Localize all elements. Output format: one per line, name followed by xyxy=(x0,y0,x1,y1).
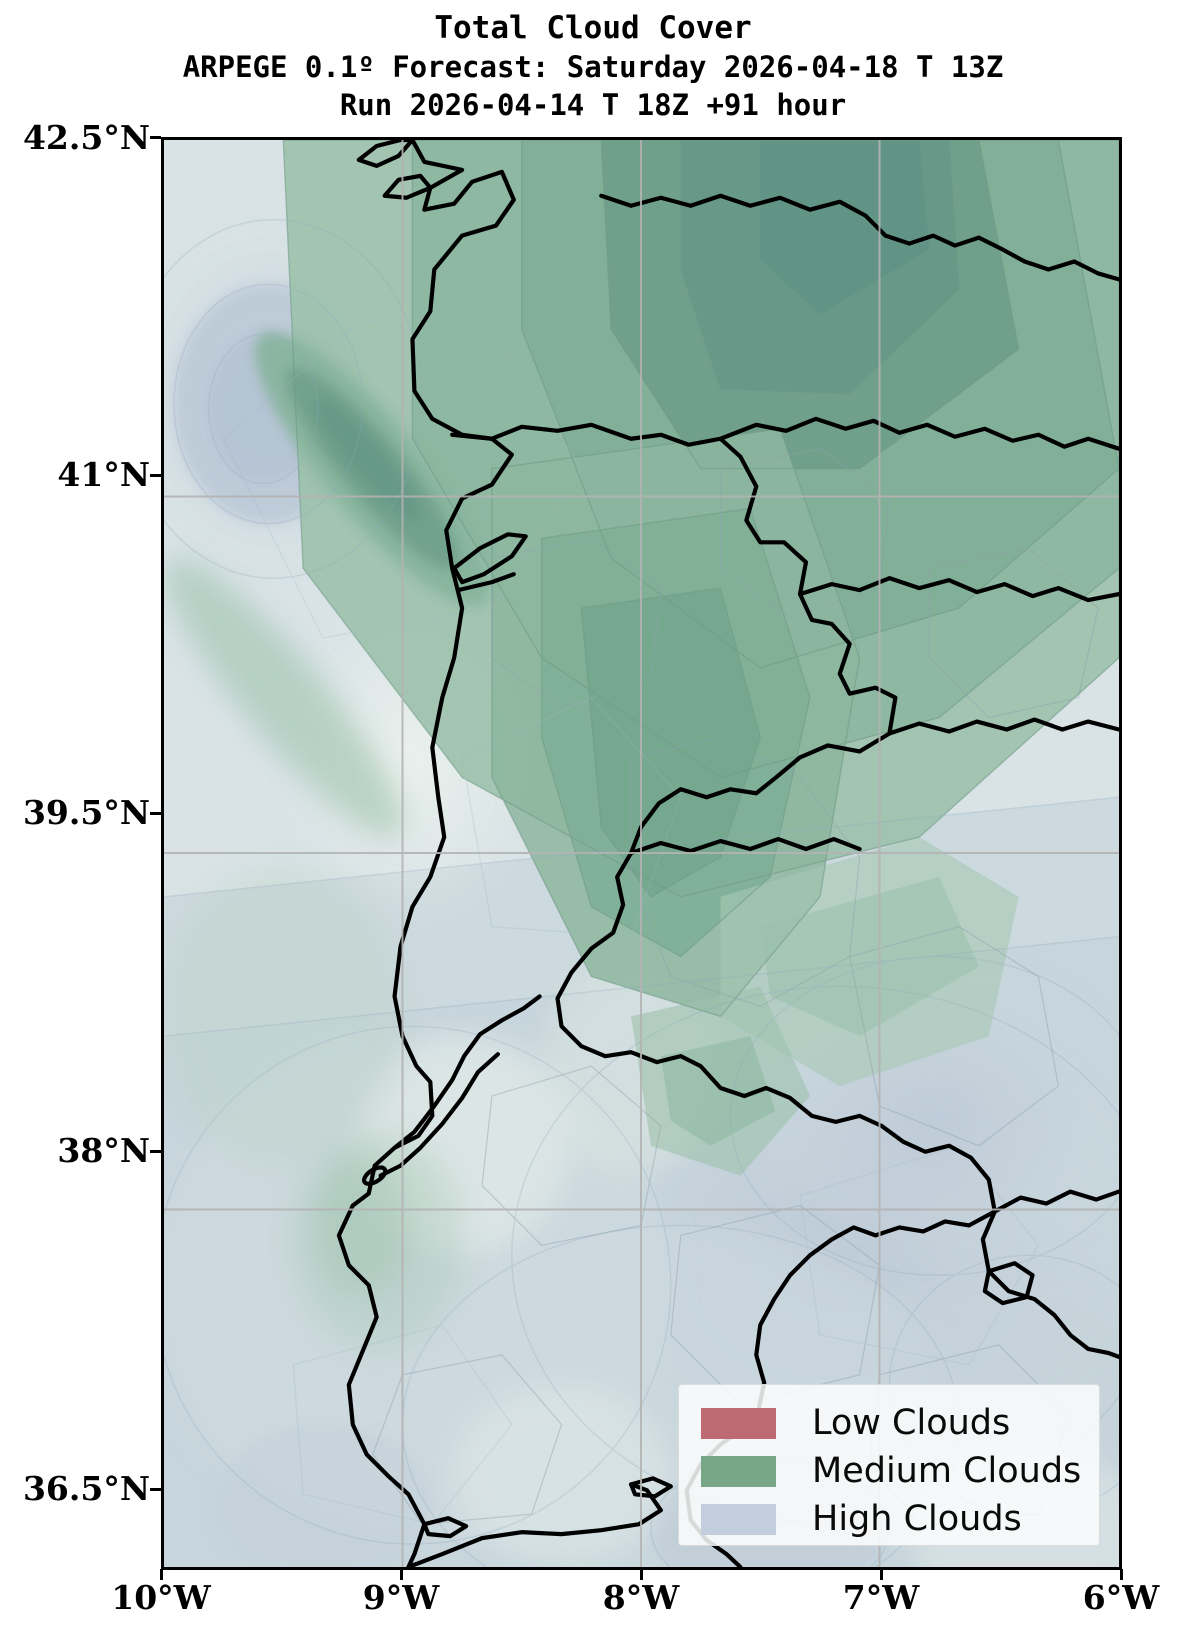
legend-label-medium-clouds: Medium Clouds xyxy=(812,1450,1082,1491)
run-subtitle: Run 2026-04-14 T 18Z +91 hour xyxy=(339,88,847,122)
x-tick-label-7w: 7°W xyxy=(842,1578,920,1617)
legend-swatch-medium-clouds xyxy=(701,1455,776,1487)
y-tick-label-42-5: 42.5°N xyxy=(22,118,150,157)
legend-item-high-clouds[interactable]: High Clouds xyxy=(679,1495,1099,1543)
x-tick-mark xyxy=(160,1569,163,1580)
x-tick-mark xyxy=(1120,1569,1123,1580)
y-tick-label-38: 38°N xyxy=(57,1131,150,1170)
map-canvas xyxy=(164,140,1119,1567)
x-tick-label-10w: 10°W xyxy=(111,1578,211,1617)
x-tick-mark xyxy=(400,1569,403,1580)
y-tick-mark xyxy=(150,812,161,815)
legend[interactable]: Low Clouds Medium Clouds High Clouds xyxy=(678,1384,1100,1546)
y-tick-label-41: 41°N xyxy=(57,455,150,494)
x-tick-label-6w: 6°W xyxy=(1082,1578,1160,1617)
y-tick-mark xyxy=(150,1488,161,1491)
x-tick-mark xyxy=(880,1569,883,1580)
y-tick-mark xyxy=(150,1150,161,1153)
page-title: Total Cloud Cover xyxy=(434,10,752,46)
cloud-cover-contours xyxy=(164,140,1119,1567)
legend-item-low-clouds[interactable]: Low Clouds xyxy=(679,1399,1099,1447)
map-plot-area[interactable] xyxy=(161,137,1122,1570)
legend-label-high-clouds: High Clouds xyxy=(812,1498,1022,1539)
x-tick-mark xyxy=(640,1569,643,1580)
legend-swatch-low-clouds xyxy=(701,1407,776,1439)
title-block: Total Cloud Cover ARPEGE 0.1º Forecast: … xyxy=(0,0,1186,124)
y-tick-label-36-5: 36.5°N xyxy=(22,1469,150,1508)
y-tick-label-39-5: 39.5°N xyxy=(22,793,150,832)
legend-label-low-clouds: Low Clouds xyxy=(812,1402,1011,1443)
legend-swatch-high-clouds xyxy=(701,1503,776,1535)
gridlines xyxy=(164,140,1119,1567)
y-tick-mark xyxy=(150,136,161,139)
contour-lines xyxy=(164,140,1119,1567)
legend-item-medium-clouds[interactable]: Medium Clouds xyxy=(679,1447,1099,1495)
x-tick-label-8w: 8°W xyxy=(602,1578,680,1617)
x-tick-label-9w: 9°W xyxy=(362,1578,440,1617)
forecast-subtitle: ARPEGE 0.1º Forecast: Saturday 2026-04-1… xyxy=(182,50,1004,84)
y-tick-mark xyxy=(150,474,161,477)
